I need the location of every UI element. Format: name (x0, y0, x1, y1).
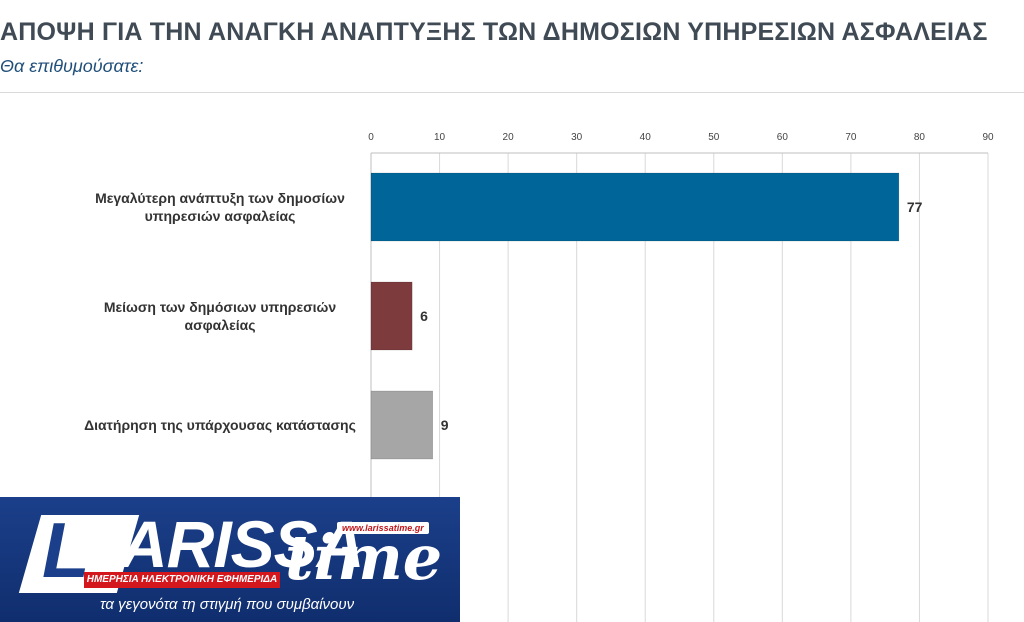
x-tick-label: 90 (982, 132, 994, 143)
category-label-line: Μείωση των δημόσιων υπηρεσιών (104, 299, 337, 315)
data-label: 6 (420, 308, 428, 324)
bar (370, 172, 900, 242)
category-label-line: Διατήρηση της υπάρχουσας κατάστασης (84, 417, 356, 433)
bar-chart: 0 10 20 30 40 50 60 70 80 90 77 Μεγαλύτερη ανάπτυξη… (84, 132, 994, 622)
page-subtitle: Θα επιθυμούσατε: (0, 56, 144, 76)
logo-banner: ΗΜΕΡΗΣΙΑ ΗΛΕΚΤΡΟΝΙΚΗ ΕΦΗΜΕΡΙΔΑ (84, 572, 280, 588)
header-divider (0, 92, 1024, 93)
category-label-line: υπηρεσιών ασφαλείας (145, 208, 296, 224)
x-tick-label: 70 (845, 132, 857, 143)
bar (370, 390, 433, 460)
larissatime-logo: L ARISSA time www.larissatime.gr ΗΜΕΡΗΣΙ… (0, 497, 460, 622)
logo-slogan: τα γεγονότα τη στιγμή που συμβαίνουν (100, 596, 355, 613)
x-tick-label: 60 (777, 132, 789, 143)
category-label: Μείωση των δημόσιων υπηρεσιών ασφαλείας (104, 299, 337, 333)
category-label: Διατήρηση της υπάρχουσας κατάστασης (84, 417, 356, 433)
x-tick-label: 80 (914, 132, 926, 143)
x-tick-label: 30 (571, 132, 583, 143)
x-tick-label: 10 (434, 132, 446, 143)
category-label-line: ασφαλείας (184, 317, 255, 333)
logo-wordmark-arissa: ARISSA (120, 507, 364, 581)
x-tick-label: 0 (368, 132, 374, 143)
logo-wordmark-time: time (285, 521, 443, 594)
data-label: 9 (441, 417, 449, 433)
data-label: 77 (907, 199, 923, 215)
category-label: Μεγαλύτερη ανάπτυξη των δημοσίων υπηρεσιώ… (95, 190, 345, 224)
bar (370, 281, 413, 351)
category-label-line: Μεγαλύτερη ανάπτυξη των δημοσίων (95, 190, 345, 206)
x-tick-label: 50 (708, 132, 720, 143)
page-title: ΑΠΟΨΗ ΓΙΑ ΤΗΝ ΑΝΑΓΚΗ ΑΝΑΠΤΥΞΗΣ ΤΩΝ ΔΗΜΟΣ… (0, 18, 988, 46)
x-tick-label: 20 (503, 132, 515, 143)
logo-letter-l: L (42, 506, 90, 594)
x-tick-label: 40 (640, 132, 652, 143)
logo-url: www.larissatime.gr (337, 522, 429, 534)
